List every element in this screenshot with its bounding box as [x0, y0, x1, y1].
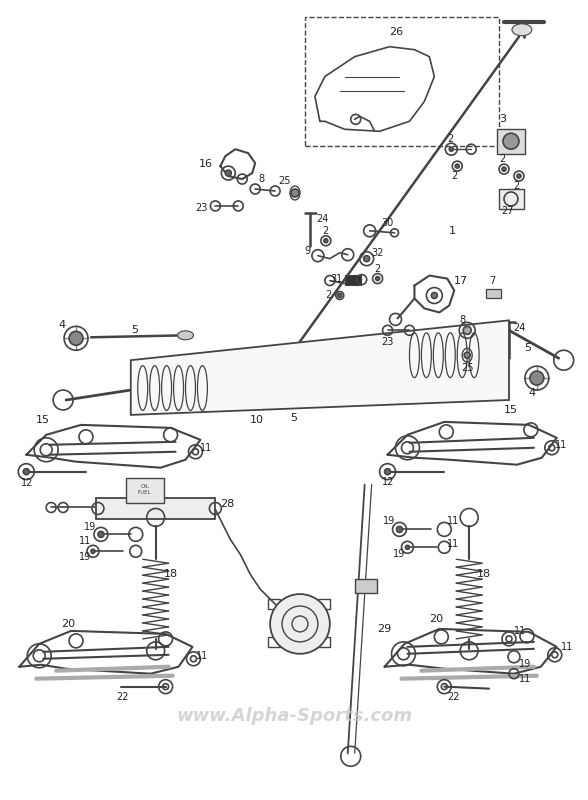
Text: 17: 17 [455, 275, 469, 286]
Text: 11: 11 [561, 642, 573, 652]
Text: 3: 3 [499, 114, 506, 124]
Circle shape [363, 256, 370, 262]
Circle shape [385, 469, 390, 474]
Text: 4: 4 [58, 320, 65, 330]
Ellipse shape [178, 331, 193, 340]
Circle shape [338, 294, 342, 298]
Text: 25: 25 [461, 363, 474, 373]
Text: 11: 11 [195, 650, 208, 661]
Text: 24: 24 [316, 214, 328, 224]
Circle shape [503, 134, 519, 149]
Text: 32: 32 [372, 248, 384, 258]
Text: 31: 31 [330, 274, 342, 283]
Text: 2: 2 [325, 290, 331, 301]
Circle shape [69, 331, 83, 346]
Text: 20: 20 [61, 619, 75, 629]
Text: 2: 2 [499, 154, 505, 164]
Bar [268, 637, 280, 647]
Bar [126, 478, 163, 502]
Text: 2: 2 [513, 181, 519, 191]
Circle shape [376, 277, 380, 281]
Circle shape [502, 167, 506, 171]
Circle shape [432, 293, 437, 298]
Text: 5: 5 [524, 343, 531, 354]
Text: 16: 16 [199, 159, 212, 169]
Text: 22: 22 [116, 691, 128, 702]
Text: 23: 23 [195, 203, 208, 213]
Text: 9: 9 [304, 246, 310, 256]
Circle shape [449, 147, 453, 151]
Text: 19: 19 [383, 517, 395, 526]
Circle shape [270, 594, 330, 654]
Text: 28: 28 [220, 498, 235, 509]
Text: OIL
FUEL: OIL FUEL [138, 484, 152, 495]
Text: 12: 12 [382, 477, 394, 486]
Text: 19: 19 [393, 550, 405, 559]
Text: 20: 20 [429, 614, 443, 624]
Bar [345, 274, 360, 285]
Text: 11: 11 [519, 674, 531, 684]
Bar [318, 599, 330, 609]
Bar [305, 17, 499, 146]
Text: 22: 22 [447, 691, 460, 702]
Text: 23: 23 [382, 338, 394, 347]
Text: 18: 18 [477, 569, 491, 579]
Circle shape [464, 352, 470, 358]
Text: 26: 26 [389, 26, 404, 37]
Bar [355, 579, 376, 593]
Circle shape [24, 469, 29, 474]
Text: 30: 30 [382, 218, 394, 228]
Text: www.Alpha-Sports.com: www.Alpha-Sports.com [176, 707, 412, 726]
Text: 2: 2 [451, 171, 457, 181]
Circle shape [98, 531, 104, 538]
Text: 5: 5 [131, 326, 138, 335]
Text: 11: 11 [447, 539, 460, 550]
Bar [96, 498, 215, 519]
Text: 4: 4 [529, 388, 536, 398]
Text: 11: 11 [514, 626, 526, 636]
Text: 8: 8 [459, 315, 465, 326]
Text: 27: 27 [501, 206, 513, 216]
Text: 2: 2 [375, 264, 381, 274]
Circle shape [517, 174, 521, 178]
Text: 1: 1 [449, 226, 456, 236]
Text: 15: 15 [504, 405, 518, 415]
Circle shape [91, 550, 95, 554]
Ellipse shape [512, 24, 532, 36]
Text: 15: 15 [36, 415, 50, 425]
Text: 18: 18 [163, 569, 178, 579]
Text: 8: 8 [258, 174, 264, 184]
Circle shape [291, 189, 299, 197]
Text: 29: 29 [377, 624, 392, 634]
Circle shape [225, 170, 231, 176]
Bar [497, 130, 525, 154]
Text: 24: 24 [513, 323, 525, 334]
Bar [268, 599, 280, 609]
Circle shape [530, 371, 544, 385]
Polygon shape [131, 320, 509, 415]
Text: 11: 11 [79, 536, 91, 546]
Bar [499, 189, 524, 209]
Text: 7: 7 [489, 275, 495, 286]
Circle shape [406, 546, 409, 550]
Text: 19: 19 [79, 552, 91, 562]
Text: 11: 11 [201, 442, 213, 453]
Text: 19: 19 [84, 522, 96, 532]
Bar [486, 289, 501, 298]
Text: 11: 11 [554, 440, 567, 450]
Text: 10: 10 [250, 415, 264, 425]
Text: 5: 5 [290, 413, 297, 423]
Text: 25: 25 [278, 176, 290, 186]
Circle shape [455, 164, 459, 168]
Circle shape [324, 238, 328, 242]
Circle shape [463, 326, 471, 334]
Text: 12: 12 [21, 478, 34, 488]
Text: 2: 2 [322, 226, 328, 236]
Text: 2: 2 [447, 134, 453, 144]
Bar [318, 637, 330, 647]
Text: 19: 19 [519, 658, 531, 669]
Circle shape [396, 526, 402, 532]
Text: 11: 11 [447, 517, 460, 526]
